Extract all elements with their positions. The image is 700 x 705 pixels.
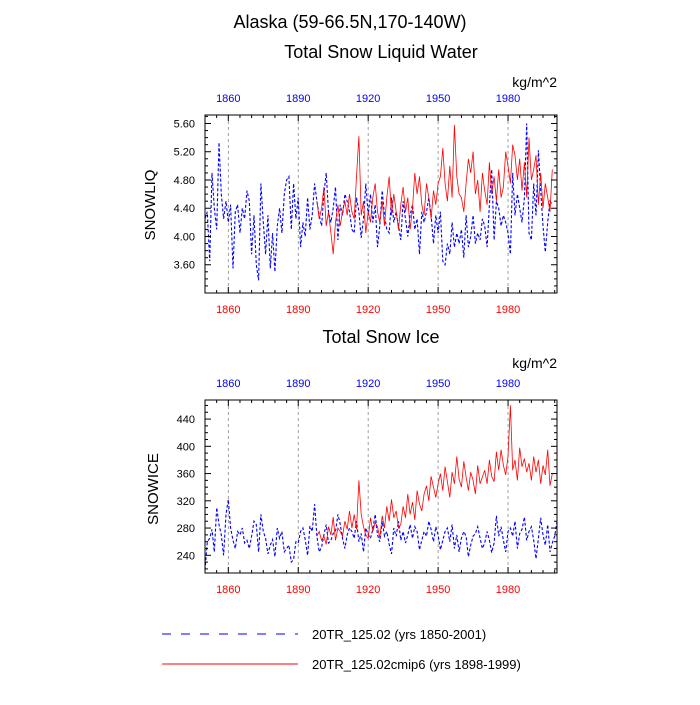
y-axis-label-snowliq: SNOWLIQ [142, 170, 159, 241]
series-line-snowice-20tr [204, 499, 558, 571]
x-tick-label-top-snowliq-1950: 1950 [426, 93, 450, 105]
y-tick-label-snowliq-3.60: 3.60 [174, 260, 195, 272]
series-group-snowliq [204, 123, 553, 281]
x-tick-label-top-snowliq-1890: 1890 [286, 93, 310, 105]
y-tick-label-snowliq-4.80: 4.80 [174, 175, 195, 187]
legend: 20TR_125.02 (yrs 1850-2001) 20TR_125.02c… [162, 627, 521, 672]
x-tick-label-top-snowliq-1920: 1920 [356, 93, 380, 105]
gridlines-snowice [227, 400, 509, 573]
y-tick-label-snowliq-4.00: 4.00 [174, 231, 195, 243]
units-label-snowice: kg/m^2 [512, 355, 557, 371]
panel-title-snowice: Total Snow Ice [322, 327, 439, 347]
y-tick-label-snowice-240: 240 [177, 550, 195, 562]
x-tick-label-top-snowice-1890: 1890 [286, 378, 310, 390]
x-tick-label-bottom-snowliq-1920: 1920 [356, 304, 380, 316]
x-tick-label-bottom-snowice-1950: 1950 [426, 584, 450, 596]
axes-snowice: 240 280 320 360 400 440 1860 1890 1920 1950 1980 18… [177, 378, 557, 596]
x-tick-label-bottom-snowice-1920: 1920 [356, 584, 380, 596]
panel-title-snowliq: Total Snow Liquid Water [284, 42, 477, 62]
figure-title: Alaska (59-66.5N,170-140W) [233, 12, 466, 32]
plot-frame-snowliq [204, 114, 558, 294]
y-tick-label-snowice-360: 360 [177, 469, 195, 481]
series-line-snowliq-20tr [204, 123, 553, 281]
x-tick-label-bottom-snowliq-1950: 1950 [426, 304, 450, 316]
y-tick-label-snowliq-5.60: 5.60 [174, 118, 195, 130]
legend-label-20tr: 20TR_125.02 (yrs 1850-2001) [312, 627, 486, 642]
x-tick-label-bottom-snowliq-1980: 1980 [496, 304, 520, 316]
x-tick-label-top-snowliq-1980: 1980 [496, 93, 520, 105]
units-label-snowliq: kg/m^2 [512, 74, 557, 90]
x-tick-label-bottom-snowice-1860: 1860 [216, 584, 240, 596]
series-line-snowliq-20tr-cmip6 [316, 124, 553, 255]
series-group-snowice [204, 405, 558, 571]
y-tick-label-snowice-440: 440 [177, 414, 195, 426]
x-tick-label-bottom-snowliq-1860: 1860 [216, 304, 240, 316]
x-tick-label-top-snowice-1860: 1860 [216, 378, 240, 390]
plot-frame-snowice [204, 399, 558, 574]
series-line-snowice-20tr-cmip6 [316, 405, 553, 545]
x-tick-label-bottom-snowice-1890: 1890 [286, 584, 310, 596]
x-tick-label-bottom-snowliq-1890: 1890 [286, 304, 310, 316]
x-tick-label-bottom-snowice-1980: 1980 [496, 584, 520, 596]
x-tick-label-top-snowice-1980: 1980 [496, 378, 520, 390]
y-tick-label-snowliq-4.40: 4.40 [174, 203, 195, 215]
axes-snowliq: 3.60 4.00 4.40 4.80 5.20 5.60 1860 1890 1920 1950… [174, 93, 557, 316]
y-tick-label-snowice-320: 320 [177, 496, 195, 508]
x-tick-label-top-snowice-1920: 1920 [356, 378, 380, 390]
legend-label-20tr-cmip6: 20TR_125.02cmip6 (yrs 1898-1999) [312, 657, 521, 672]
y-tick-label-snowliq-5.20: 5.20 [174, 147, 195, 159]
y-tick-label-snowice-280: 280 [177, 523, 195, 535]
x-tick-label-top-snowliq-1860: 1860 [216, 93, 240, 105]
y-axis-label-snowice: SNOWICE [145, 453, 162, 525]
y-tick-label-snowice-400: 400 [177, 441, 195, 453]
x-tick-label-top-snowice-1950: 1950 [426, 378, 450, 390]
